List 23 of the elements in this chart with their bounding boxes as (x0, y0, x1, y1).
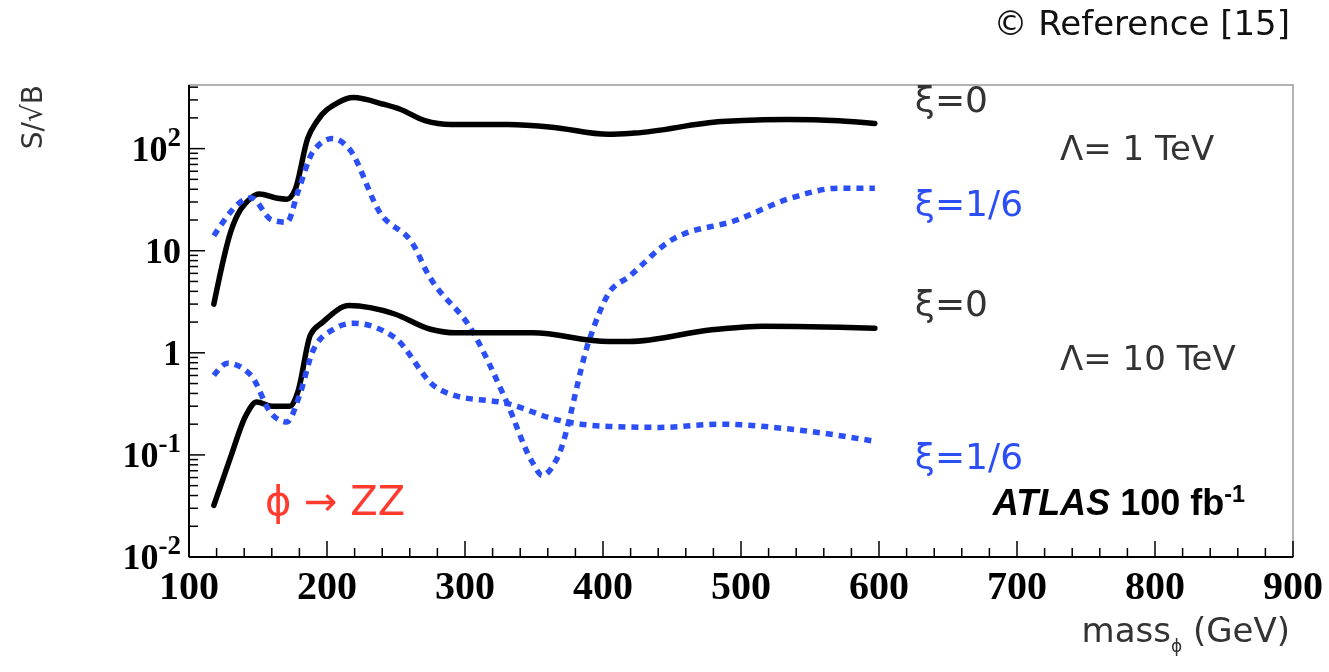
series-label: ξ=1/6 (914, 436, 1024, 478)
y-axis-title: S/√B (16, 85, 49, 150)
text: © Reference [15] (993, 3, 1290, 43)
x-tick-label: 800 (1125, 563, 1185, 608)
x-tick-label: 500 (711, 563, 771, 608)
y-tick-label: 10$^{2}$ (131, 121, 181, 169)
y-tick-label: 1 (163, 332, 181, 373)
x-tick-label: 600 (849, 563, 909, 608)
x-tick-label: 300 (435, 563, 495, 608)
series-label: ξ=1/6 (914, 183, 1024, 225)
series-label: ξ=0 (914, 78, 989, 120)
annotation: Λ= 1 TeV (1060, 128, 1215, 168)
annotation: ATLAS 100 fb$^{-1}$ (991, 481, 1245, 523)
x-tick-label: 900 (1263, 563, 1323, 608)
y-tick-label: 10$^{-1}$ (122, 427, 181, 475)
x-tick-label: 200 (297, 563, 357, 608)
x-tick-label: 400 (573, 563, 633, 608)
x-tick-label: 700 (987, 563, 1047, 608)
series-label: ξ=0 (914, 283, 989, 325)
annotation: Λ= 10 TeV (1060, 338, 1236, 378)
annotation: ϕ → ZZ (265, 478, 406, 524)
y-tick-label: 10 (145, 230, 181, 271)
x-axis-title: mass$_{ϕ}$ (GeV) (1081, 610, 1290, 656)
